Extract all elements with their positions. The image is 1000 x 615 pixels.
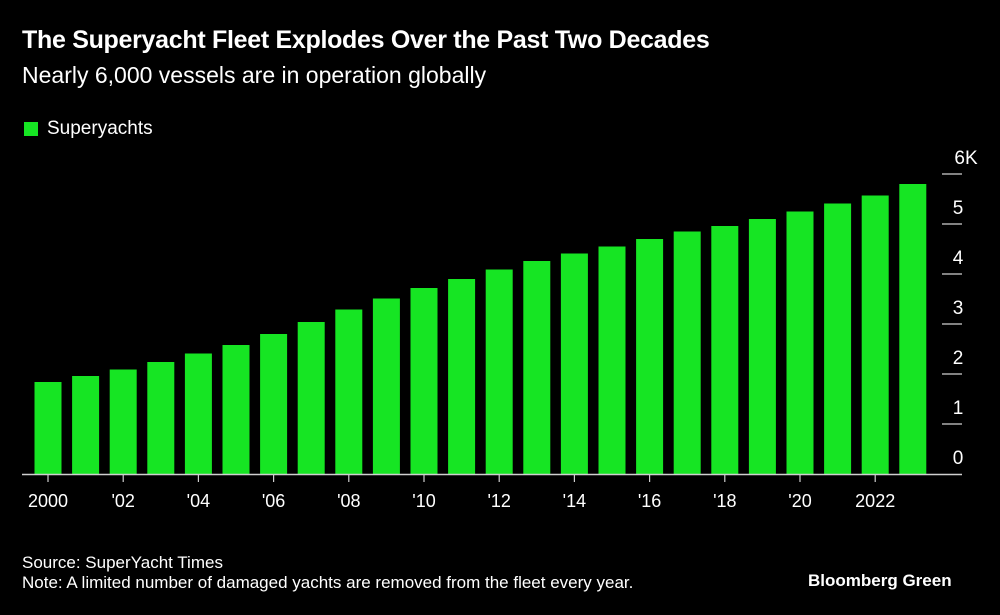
- x-tick-label-2012: '12: [487, 491, 510, 511]
- bar-2016: [636, 239, 664, 474]
- bar-2018: [711, 226, 739, 474]
- x-tick-label-2006: '06: [262, 491, 285, 511]
- legend-label-superyachts: Superyachts: [47, 118, 153, 139]
- chart-subtitle: Nearly 6,000 vessels are in operation gl…: [22, 62, 487, 88]
- bar-2003: [147, 362, 175, 474]
- bar-2004: [184, 353, 212, 474]
- bar-2017: [673, 231, 701, 474]
- y-tick-label-1000: 1: [953, 398, 964, 419]
- bar-2019: [748, 219, 776, 474]
- bar-2010: [410, 288, 438, 474]
- bar-2000: [34, 382, 62, 474]
- x-tick-label-2010: '10: [412, 491, 435, 511]
- legend-swatch-superyachts: [24, 122, 38, 136]
- bar-2006: [260, 334, 288, 474]
- bar-2023: [899, 184, 927, 474]
- y-tick-label-3000: 3: [953, 298, 964, 319]
- x-tick-label-2020: '20: [788, 491, 811, 511]
- y-tick-label-4000: 4: [953, 248, 964, 269]
- bar-2009: [372, 298, 400, 474]
- bar-2013: [523, 261, 551, 474]
- y-tick-label-5000: 5: [953, 198, 964, 219]
- x-tick-label-2022: 2022: [855, 491, 895, 511]
- bar-2008: [335, 309, 363, 474]
- y-tick-label-2000: 2: [953, 348, 964, 369]
- x-tick-label-2000: 2000: [28, 491, 68, 511]
- note-text: Note: A limited number of damaged yachts…: [22, 573, 634, 592]
- bar-2012: [485, 269, 513, 474]
- x-tick-label-2014: '14: [563, 491, 586, 511]
- bar-2021: [824, 203, 852, 474]
- x-tick-label-2004: '04: [187, 491, 210, 511]
- x-tick-label-2008: '08: [337, 491, 360, 511]
- legend: Superyachts: [24, 118, 153, 140]
- bar-2014: [560, 253, 588, 474]
- bar-2015: [598, 246, 626, 474]
- source-text: Source: SuperYacht Times: [22, 553, 223, 572]
- bar-2002: [109, 369, 137, 474]
- bar-2011: [448, 279, 476, 474]
- x-tick-label-2018: '18: [713, 491, 736, 511]
- bar-2005: [222, 345, 250, 474]
- brand-logo: Bloomberg Green: [808, 571, 952, 590]
- chart-title: The Superyacht Fleet Explodes Over the P…: [22, 26, 710, 54]
- y-tick-label-0: 0: [953, 448, 964, 469]
- bar-2007: [297, 322, 325, 474]
- bar-2020: [786, 211, 814, 474]
- bar-2001: [72, 376, 100, 474]
- x-tick-label-2016: '16: [638, 491, 661, 511]
- x-tick-label-2002: '02: [111, 491, 134, 511]
- footer-notes: Source: SuperYacht Times Note: A limited…: [22, 553, 633, 593]
- bar-2022: [861, 195, 889, 474]
- y-tick-label-6000: 6K: [954, 148, 978, 169]
